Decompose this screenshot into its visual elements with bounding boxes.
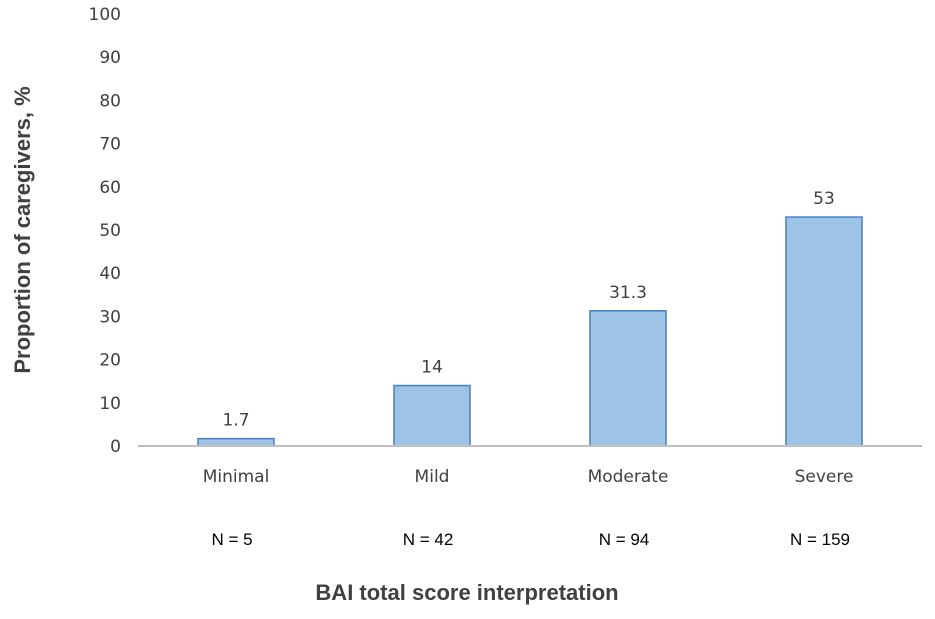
bar <box>197 437 275 447</box>
y-tick-label: 60 <box>99 178 121 198</box>
sample-size-label: N = 94 <box>599 530 650 549</box>
data-labels: 1.7 14 31.3 53 <box>222 189 834 431</box>
sample-size-label: N = 159 <box>790 530 850 549</box>
data-label: 14 <box>421 358 443 378</box>
bar <box>785 216 863 447</box>
y-tick-label: 50 <box>99 221 121 241</box>
y-tick-label: 0 <box>110 437 121 457</box>
x-tick-label: Moderate <box>588 467 669 487</box>
y-tick-label: 70 <box>99 135 121 155</box>
x-tick-label: Mild <box>415 467 450 487</box>
sample-size-labels: N = 5 N = 42 N = 94 N = 159 <box>211 530 850 549</box>
y-tick-label: 30 <box>99 307 121 327</box>
y-axis-title: Proportion of caregivers, % <box>10 86 35 373</box>
y-tick-label: 100 <box>89 5 121 25</box>
x-axis-title: BAI total score interpretation <box>315 580 618 605</box>
x-tick-label: Minimal <box>203 467 270 487</box>
y-tick-label: 40 <box>99 264 121 284</box>
x-tick-label: Severe <box>795 467 854 487</box>
y-tick-label: 90 <box>99 48 121 68</box>
data-label: 31.3 <box>609 283 647 303</box>
y-tick-label: 80 <box>99 91 121 111</box>
sample-size-label: N = 5 <box>211 530 252 549</box>
y-tick-label: 10 <box>99 394 121 414</box>
bar <box>393 384 471 447</box>
y-axis-ticks: 0 10 20 30 40 50 60 70 80 90 100 <box>89 5 121 457</box>
bars <box>197 216 863 447</box>
bar <box>589 310 667 447</box>
y-tick-label: 20 <box>99 351 121 371</box>
data-label: 53 <box>813 189 835 209</box>
data-label: 1.7 <box>222 411 249 431</box>
x-axis-ticks: Minimal Mild Moderate Severe <box>203 467 854 487</box>
sample-size-label: N = 42 <box>403 530 454 549</box>
